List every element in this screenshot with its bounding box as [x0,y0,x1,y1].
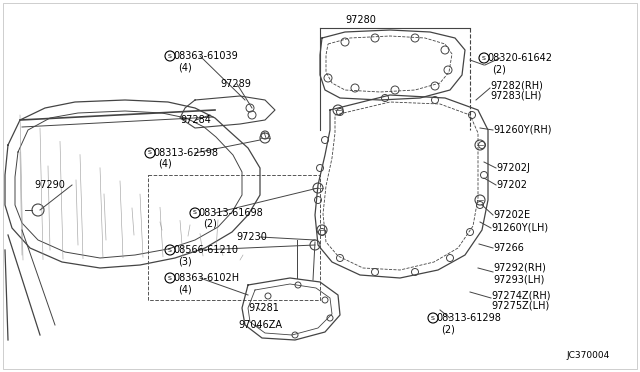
Text: 97230: 97230 [236,232,267,242]
Text: 97284: 97284 [180,115,211,125]
Text: 97280: 97280 [345,15,376,25]
Text: 08566-61210: 08566-61210 [173,245,238,255]
Text: 08313-61298: 08313-61298 [436,313,501,323]
Text: JC370004: JC370004 [567,350,610,359]
Text: S: S [193,211,197,215]
Text: (4): (4) [178,284,192,294]
Text: 91260Y(RH): 91260Y(RH) [493,125,552,135]
Text: 08363-6102H: 08363-6102H [173,273,239,283]
Text: 97275Z(LH): 97275Z(LH) [491,301,549,311]
Text: 97202E: 97202E [493,210,530,220]
Text: 97283(LH): 97283(LH) [490,91,541,101]
Text: S: S [168,247,172,253]
Text: (4): (4) [178,62,192,72]
Text: S: S [168,276,172,280]
Text: 97046ZA: 97046ZA [238,320,282,330]
Text: (2): (2) [203,219,217,229]
Text: 97202: 97202 [496,180,527,190]
Text: (2): (2) [492,64,506,74]
Text: 97266: 97266 [493,243,524,253]
Text: 97289: 97289 [220,79,251,89]
Text: (2): (2) [441,324,455,334]
Text: 08363-61039: 08363-61039 [173,51,237,61]
Text: 08313-62598: 08313-62598 [153,148,218,158]
Text: 97202J: 97202J [496,163,530,173]
Text: 97290: 97290 [34,180,65,190]
Text: (3): (3) [178,256,192,266]
Text: 97292(RH): 97292(RH) [493,263,546,273]
Text: 91260Y(LH): 91260Y(LH) [491,223,548,233]
Text: S: S [431,315,435,321]
Text: 08320-61642: 08320-61642 [487,53,552,63]
Text: S: S [482,55,486,61]
Text: 97293(LH): 97293(LH) [493,274,545,284]
Text: S: S [168,54,172,58]
Text: S: S [148,151,152,155]
Text: 97281: 97281 [248,303,279,313]
Text: 97282(RH): 97282(RH) [490,80,543,90]
Text: (4): (4) [158,159,172,169]
Text: 97274Z(RH): 97274Z(RH) [491,290,550,300]
Text: 08313-61698: 08313-61698 [198,208,263,218]
